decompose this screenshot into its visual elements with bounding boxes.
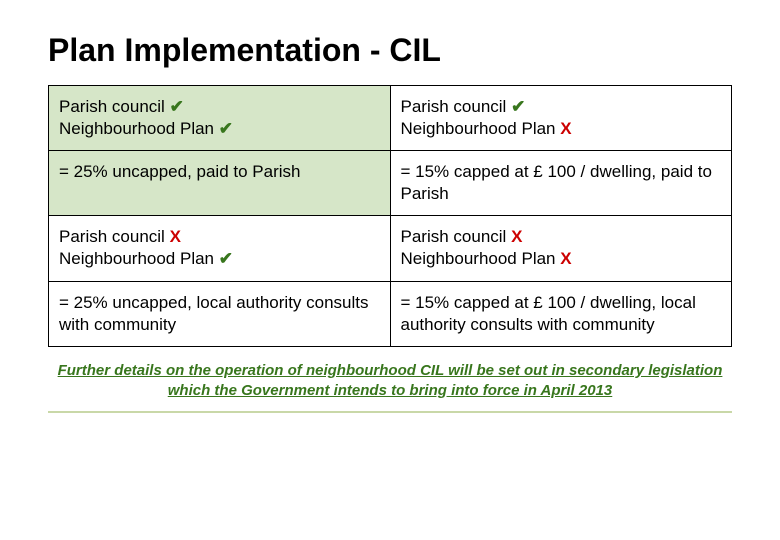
table-row: = 25% uncapped, paid to Parish = 15% cap…	[49, 151, 732, 216]
check-icon: ✔	[511, 97, 525, 116]
neighbourhood-plan-label: Neighbourhood Plan	[401, 249, 556, 268]
divider	[48, 411, 732, 413]
parish-council-label: Parish council	[59, 97, 165, 116]
table-row: Parish council X Neighbourhood Plan ✔ Pa…	[49, 216, 732, 281]
cross-icon: X	[560, 119, 571, 138]
cell-result-1: = 25% uncapped, paid to Parish	[49, 151, 391, 216]
cell-scenario-1: Parish council ✔ Neighbourhood Plan ✔	[49, 86, 391, 151]
cross-icon: X	[560, 249, 571, 268]
cil-table: Parish council ✔ Neighbourhood Plan ✔ Pa…	[48, 85, 732, 347]
table-row: Parish council ✔ Neighbourhood Plan ✔ Pa…	[49, 86, 732, 151]
cross-icon: X	[511, 227, 522, 246]
cell-result-3: = 25% uncapped, local authority consults…	[49, 281, 391, 346]
cell-scenario-2: Parish council ✔ Neighbourhood Plan X	[390, 86, 732, 151]
neighbourhood-plan-label: Neighbourhood Plan	[401, 119, 556, 138]
table-row: = 25% uncapped, local authority consults…	[49, 281, 732, 346]
neighbourhood-plan-label: Neighbourhood Plan	[59, 119, 214, 138]
cell-scenario-3: Parish council X Neighbourhood Plan ✔	[49, 216, 391, 281]
check-icon: ✔	[219, 119, 233, 138]
cell-result-4: = 15% capped at £ 100 / dwelling, local …	[390, 281, 732, 346]
neighbourhood-plan-label: Neighbourhood Plan	[59, 249, 214, 268]
parish-council-label: Parish council	[401, 227, 507, 246]
cell-result-2: = 15% capped at £ 100 / dwelling, paid t…	[390, 151, 732, 216]
check-icon: ✔	[219, 249, 233, 268]
cross-icon: X	[170, 227, 181, 246]
parish-council-label: Parish council	[401, 97, 507, 116]
cell-scenario-4: Parish council X Neighbourhood Plan X	[390, 216, 732, 281]
page-title: Plan Implementation - CIL	[48, 32, 732, 69]
parish-council-label: Parish council	[59, 227, 165, 246]
footnote-text: Further details on the operation of neig…	[48, 361, 732, 402]
check-icon: ✔	[170, 97, 184, 116]
